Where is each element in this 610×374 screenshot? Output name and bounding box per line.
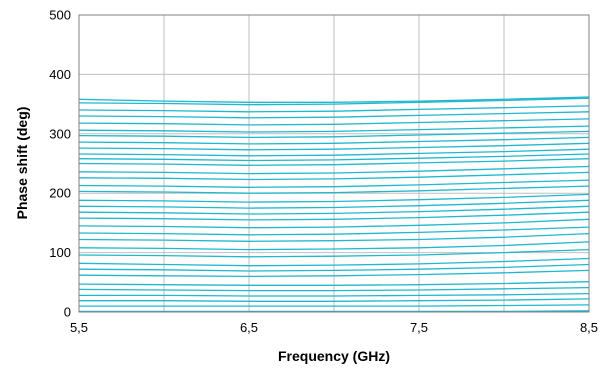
series-line-2: [79, 304, 590, 307]
series-line-21: [78, 171, 590, 181]
series-line-10: [78, 248, 590, 258]
plot-border: [78, 14, 590, 313]
x-tick-label: 8,5: [580, 320, 598, 335]
series-line-20: [78, 179, 590, 188]
y-tick-label: 300: [49, 126, 71, 141]
series-line-31: [78, 111, 590, 119]
y-tick-label: 100: [49, 245, 71, 260]
series-line-15: [78, 211, 590, 221]
series-line-24: [78, 153, 590, 162]
y-tick-label: 200: [49, 186, 71, 201]
series-line-3: [79, 298, 590, 302]
series-line-32: [78, 105, 590, 113]
series-lines: [78, 96, 590, 313]
series-line-7: [78, 269, 590, 278]
series-line-12: [78, 232, 590, 242]
y-axis-title: Phase shift (deg): [14, 107, 30, 220]
series-line-11: [78, 241, 590, 251]
series-line-16: [78, 205, 590, 215]
series-line-29: [78, 125, 590, 133]
x-tick-label: 7,5: [410, 320, 428, 335]
series-line-13: [78, 226, 590, 236]
series-line-26: [78, 142, 590, 151]
series-line-4: [79, 292, 590, 297]
x-tick-label: 6,5: [240, 320, 258, 335]
series-line-17: [78, 199, 590, 209]
series-line-14: [78, 218, 590, 229]
series-line-18: [78, 193, 590, 203]
series-line-27: [78, 136, 590, 145]
series-line-5: [78, 286, 590, 292]
series-line-25: [78, 148, 590, 157]
series-line-34: [78, 96, 590, 103]
series-line-33: [78, 97, 590, 106]
series-line-6: [78, 281, 590, 286]
y-tick-label: 400: [49, 67, 71, 82]
x-axis-title: Frequency (GHz): [278, 348, 390, 364]
series-line-8: [78, 263, 590, 272]
series-line-19: [78, 185, 590, 194]
series-line-9: [78, 257, 590, 267]
series-line-22: [78, 165, 590, 175]
y-tick-labels: 0 100 200 300 400 500: [49, 8, 71, 320]
series-line-30: [78, 118, 590, 126]
series-line-1: [79, 310, 590, 313]
y-tick-label: 500: [49, 8, 71, 23]
series-line-23: [78, 158, 590, 166]
x-tick-label: 5,5: [70, 320, 88, 335]
x-tick-labels: 5,5 6,5 7,5 8,5: [70, 320, 598, 335]
series-line-28: [78, 130, 590, 139]
y-tick-label: 0: [64, 305, 71, 320]
